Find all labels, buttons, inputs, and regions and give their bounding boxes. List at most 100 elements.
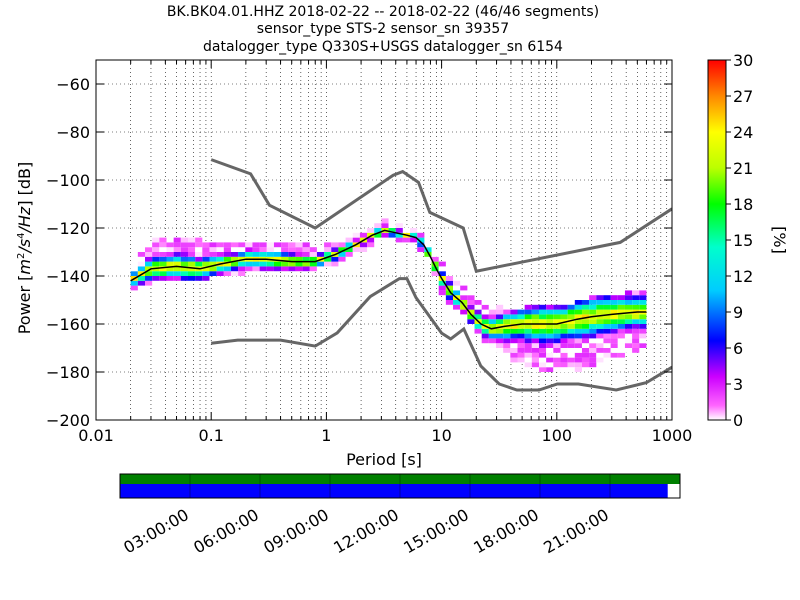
density-cell <box>524 314 532 320</box>
density-cell <box>546 333 554 339</box>
data-availability-bar <box>120 484 668 498</box>
density-cell <box>546 324 554 329</box>
density-cell <box>410 237 418 243</box>
x-tick-label: 0.01 <box>78 426 114 445</box>
density-cell <box>467 319 475 324</box>
density-layer <box>130 218 647 372</box>
density-cell <box>517 357 525 363</box>
density-cell <box>316 247 325 252</box>
density-cell <box>610 343 618 348</box>
density-cell <box>531 309 539 315</box>
density-cell <box>331 261 339 267</box>
density-cell <box>538 367 547 372</box>
density-cell <box>259 266 267 272</box>
density-cell <box>567 324 575 329</box>
density-cell <box>488 309 497 315</box>
density-cell <box>467 290 475 296</box>
density-cell <box>603 319 611 324</box>
density-cell <box>460 309 468 315</box>
density-cell <box>238 242 246 248</box>
density-cell <box>159 276 167 281</box>
density-cell <box>467 304 475 310</box>
density-cell <box>610 314 618 320</box>
density-cell <box>302 242 310 248</box>
density-cell <box>639 290 647 296</box>
density-cell <box>145 247 153 252</box>
density-cell <box>474 324 482 329</box>
density-cell <box>567 338 575 344</box>
density-cell <box>589 348 597 353</box>
density-cell <box>359 232 368 238</box>
density-cell <box>402 228 411 233</box>
density-cell <box>610 328 618 334</box>
density-cell <box>195 237 203 243</box>
density-cell <box>531 348 539 353</box>
density-cell <box>639 319 647 324</box>
density-cell <box>331 242 339 248</box>
density-cell <box>152 252 160 257</box>
density-cell <box>195 247 203 252</box>
density-cell <box>166 266 174 272</box>
density-cell <box>324 261 332 267</box>
density-cell <box>531 338 539 344</box>
density-cell <box>223 242 231 248</box>
density-cell <box>639 304 647 310</box>
density-cell <box>166 237 174 243</box>
density-cell <box>632 343 640 348</box>
density-cell <box>510 333 518 339</box>
density-cell <box>574 338 582 344</box>
density-cell <box>359 242 368 248</box>
density-cell <box>209 242 217 248</box>
density-cell <box>624 304 633 310</box>
density-cell <box>180 252 188 257</box>
density-cell <box>445 280 454 286</box>
density-cell <box>632 314 640 320</box>
density-cell <box>481 309 489 315</box>
density-cell <box>517 328 525 334</box>
density-cell <box>195 252 203 257</box>
density-cell <box>617 352 625 358</box>
density-cell <box>538 314 547 320</box>
density-cell <box>137 276 146 281</box>
density-cell <box>474 314 482 320</box>
density-cell <box>395 223 403 228</box>
density-cell <box>560 357 568 363</box>
colorbar-tick-label: 6 <box>733 339 743 358</box>
density-cell <box>546 328 554 334</box>
density-cell <box>202 261 210 267</box>
density-cell <box>596 352 604 358</box>
density-cell <box>553 328 561 334</box>
density-cell <box>538 362 547 368</box>
density-cell <box>596 328 604 334</box>
density-cell <box>574 309 582 315</box>
density-cell <box>431 266 439 272</box>
density-cell <box>180 266 188 272</box>
density-cell <box>574 300 582 305</box>
density-cell <box>567 343 575 348</box>
density-cell <box>302 261 310 267</box>
density-cell <box>281 242 289 248</box>
density-cell <box>603 328 611 334</box>
colorbar-tick-label: 27 <box>733 87 753 106</box>
density-cell <box>252 247 260 252</box>
density-cell <box>496 338 504 344</box>
density-cell <box>524 319 532 324</box>
density-cell <box>617 295 625 300</box>
density-cell <box>603 352 611 358</box>
density-cell <box>338 247 346 252</box>
density-cell <box>273 266 282 272</box>
density-cell <box>632 324 640 329</box>
density-cell <box>624 309 633 315</box>
density-cell <box>567 333 575 339</box>
density-cell <box>531 314 539 320</box>
time-tick-label: 06:00:00 <box>190 505 262 557</box>
density-cell <box>639 338 647 344</box>
x-tick-label: 10 <box>431 426 451 445</box>
density-cell <box>259 261 267 267</box>
density-cell <box>574 328 582 334</box>
density-cell <box>137 266 146 272</box>
density-cell <box>266 242 274 248</box>
density-cell <box>503 333 511 339</box>
density-cell <box>238 261 246 267</box>
density-cell <box>145 276 153 281</box>
